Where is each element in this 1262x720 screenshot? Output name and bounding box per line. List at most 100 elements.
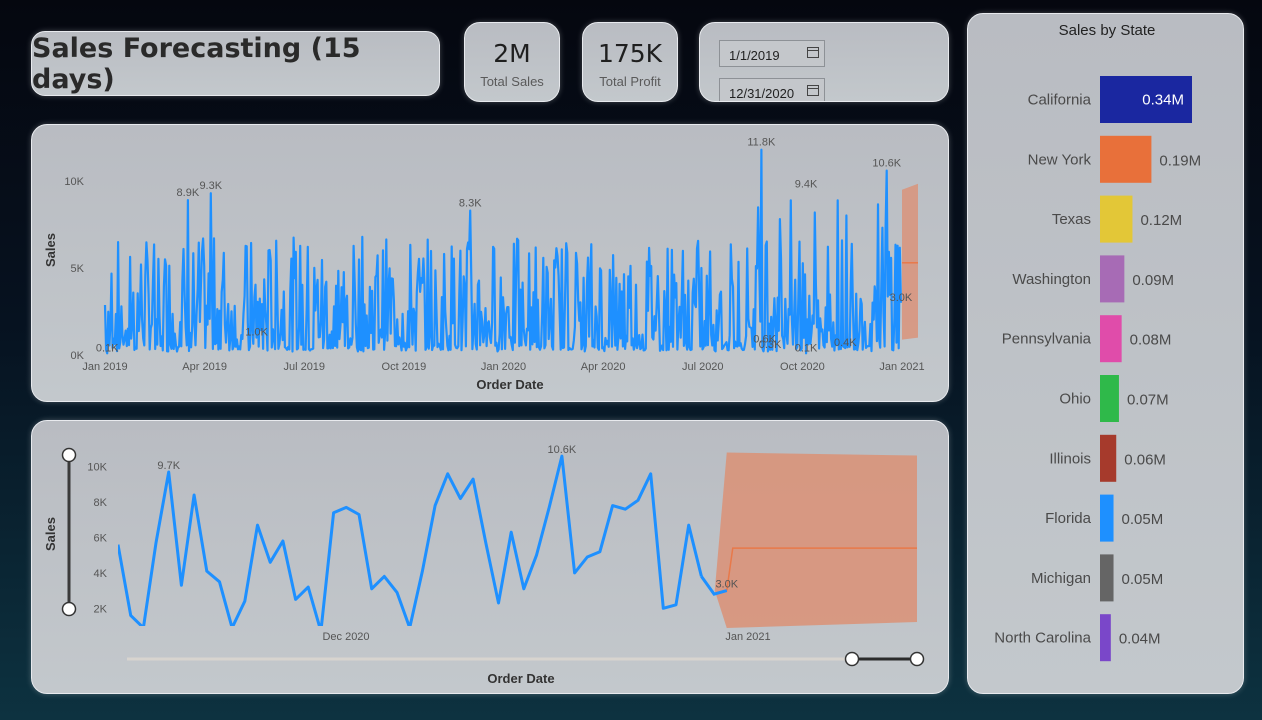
data-label: 1.0K: [245, 327, 268, 339]
y-tick-label: 6K: [94, 533, 108, 545]
x-axis-title: Order Date: [487, 671, 554, 686]
data-label: 10.6K: [872, 158, 901, 170]
state-bar[interactable]: [1100, 614, 1111, 662]
bar-value-label: 0.19M: [1159, 152, 1201, 169]
state-bar[interactable]: [1100, 255, 1125, 303]
total-sales-value: 2M: [493, 39, 531, 68]
start-date-input[interactable]: 1/1/2019: [719, 40, 825, 67]
data-label: 10.6K: [548, 444, 577, 456]
forecast-mean-line: [726, 547, 917, 591]
sales-series-line: [118, 454, 703, 626]
bar-value-label: 0.04M: [1119, 631, 1161, 648]
total-profit-value: 175K: [597, 39, 663, 68]
bar-value-label: 0.05M: [1122, 511, 1164, 528]
y-tick-label: 2K: [94, 603, 108, 615]
sales-forecast-chart[interactable]: 0K 5K 10K Jan 2019 Apr 2019 Jul 2019 Oct 2019 J…: [31, 124, 949, 402]
state-label: New York: [1028, 151, 1092, 168]
sales-by-state-card[interactable]: Sales by State California 0.34M New York 0.1…: [967, 13, 1244, 694]
date-range-slicer: 1/1/2019 12/31/2020: [699, 22, 949, 102]
x-axis-title: Order Date: [476, 377, 543, 392]
y-tick-label: 10K: [87, 462, 107, 474]
start-date-value: 1/1/2019: [729, 48, 780, 63]
state-label: Ohio: [1059, 391, 1091, 408]
bar-value-label: 0.06M: [1124, 451, 1166, 468]
sales-forecast-zoom-chart-svg: 2K 4K 6K 8K 10K Dec 2020 Jan 2021 Order Date Sal…: [43, 444, 925, 686]
y-tick-label: 8K: [94, 497, 108, 509]
end-date-input[interactable]: 12/31/2020: [719, 78, 825, 101]
state-bar[interactable]: [1100, 135, 1152, 183]
sales-forecast-chart-svg: 0K 5K 10K Jan 2019 Apr 2019 Jul 2019 Oct 2019 J…: [43, 137, 925, 392]
state-bar[interactable]: [1100, 375, 1119, 422]
data-label: 8.9K: [177, 187, 200, 199]
y-range-slider-handle[interactable]: [61, 447, 77, 463]
total-sales-card[interactable]: 2M Total Sales: [464, 22, 560, 102]
state-bar[interactable]: [1100, 195, 1133, 243]
bar-value-label: 0.12M: [1140, 212, 1182, 229]
y-axis-title: Sales: [43, 233, 58, 267]
data-label: 9.3K: [199, 180, 222, 192]
x-tick-label: Jan 2020: [481, 361, 526, 373]
x-tick-label: Jul 2019: [283, 361, 325, 373]
x-range-slider-handle[interactable]: [909, 651, 925, 667]
calendar-icon[interactable]: [807, 85, 819, 96]
y-range-slider-handle[interactable]: [61, 601, 77, 617]
total-profit-label: Total Profit: [599, 74, 661, 89]
forecast-confidence-band: [902, 183, 918, 340]
bar-value-label: 0.07M: [1127, 392, 1169, 409]
total-sales-label: Total Sales: [480, 74, 544, 89]
state-bar[interactable]: [1100, 554, 1114, 602]
state-bar[interactable]: [1100, 494, 1114, 542]
sales-by-state-chart-svg: Sales by State California 0.34M New York 0.1…: [994, 22, 1201, 662]
data-label: 11.8K: [747, 137, 776, 149]
y-axis-title: Sales: [43, 517, 58, 551]
data-label: 0.1K: [795, 342, 818, 354]
x-tick-label: Dec 2020: [322, 631, 369, 643]
state-label: Texas: [1052, 211, 1091, 228]
state-bar[interactable]: [1100, 315, 1122, 363]
y-tick-label: 0K: [71, 350, 85, 362]
sales-series-tail: [700, 575, 728, 596]
dashboard-title: Sales Forecasting (15 days): [32, 32, 361, 95]
bar-value-label: 0.08M: [1130, 332, 1172, 349]
x-tick-label: Oct 2020: [780, 361, 825, 373]
sales-series-line: [103, 148, 902, 355]
state-label: Pennsylvania: [1002, 331, 1092, 348]
state-bar[interactable]: [1100, 434, 1117, 482]
chart-title: Sales by State: [1059, 22, 1156, 39]
data-label: 0.6K: [753, 334, 776, 346]
x-tick-label: Jul 2020: [682, 361, 724, 373]
end-date-value: 12/31/2020: [729, 86, 795, 101]
data-label: 9.4K: [795, 178, 818, 190]
x-range-slider-handle[interactable]: [844, 651, 860, 667]
x-tick-label: Jan 2021: [879, 361, 924, 373]
bar-value-label: 0.05M: [1122, 571, 1164, 588]
x-tick-label: Apr 2019: [182, 361, 227, 373]
data-label: 0.1K: [96, 342, 119, 354]
x-tick-label: Jan 2021: [725, 631, 770, 643]
sales-forecast-zoom-chart[interactable]: 2K 4K 6K 8K 10K Dec 2020 Jan 2021 Order Date Sal…: [31, 420, 949, 694]
y-tick-label: 4K: [94, 568, 108, 580]
state-label: North Carolina: [994, 630, 1091, 647]
x-tick-label: Apr 2020: [581, 361, 626, 373]
data-label: 9.7K: [157, 460, 180, 472]
state-bar[interactable]: [1100, 76, 1192, 123]
state-label: Florida: [1045, 510, 1092, 527]
data-label: 3.0K: [890, 292, 913, 304]
forecast-confidence-band: [714, 452, 917, 628]
state-label: Washington: [1012, 271, 1091, 288]
data-label: 8.3K: [459, 198, 482, 210]
data-label: 0.3K: [759, 339, 782, 351]
total-profit-card[interactable]: 175K Total Profit: [582, 22, 678, 102]
calendar-icon[interactable]: [807, 47, 819, 58]
bar-value-label: 0.09M: [1132, 272, 1174, 289]
data-label: 3.0K: [715, 579, 738, 591]
x-tick-label: Jan 2019: [82, 361, 127, 373]
data-label: 0.4K: [834, 337, 857, 349]
x-tick-label: Oct 2019: [382, 361, 427, 373]
state-label: Illinois: [1049, 450, 1091, 467]
dashboard-title-card: Sales Forecasting (15 days): [31, 31, 440, 96]
bar-value-label: 0.34M: [1142, 92, 1184, 109]
y-tick-label: 10K: [64, 176, 84, 188]
y-tick-label: 5K: [71, 263, 85, 275]
state-label: Michigan: [1031, 570, 1091, 587]
